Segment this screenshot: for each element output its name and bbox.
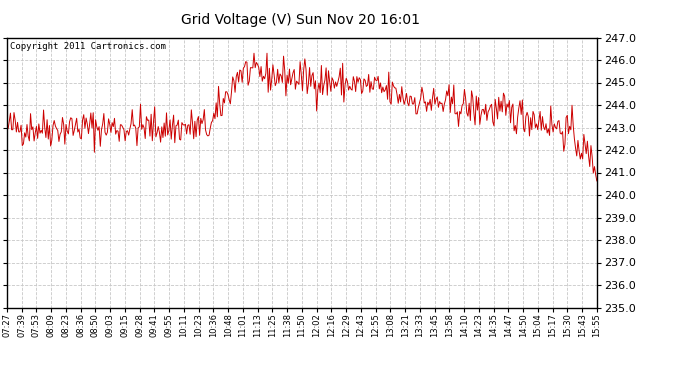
Text: Grid Voltage (V) Sun Nov 20 16:01: Grid Voltage (V) Sun Nov 20 16:01 xyxy=(181,13,420,27)
Text: Copyright 2011 Cartronics.com: Copyright 2011 Cartronics.com xyxy=(10,42,166,51)
